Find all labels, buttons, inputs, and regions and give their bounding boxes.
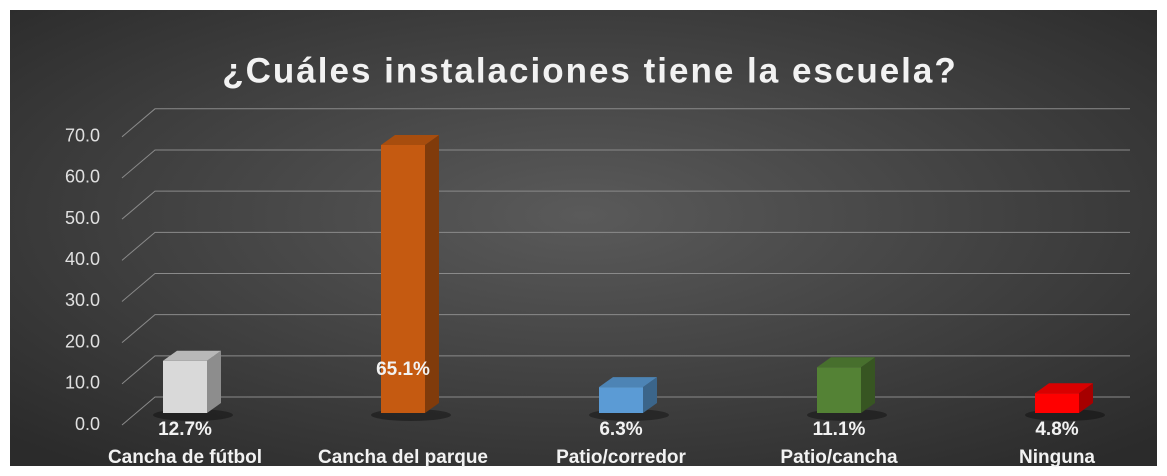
data-label: 65.1%: [376, 359, 430, 380]
y-tick-label: 20.0: [65, 331, 100, 351]
bar-side: [643, 377, 657, 413]
bar-top: [163, 350, 221, 361]
data-label: 12.7%: [158, 419, 212, 440]
bar-top: [817, 357, 875, 368]
bar-top: [599, 377, 657, 388]
x-tick-label: Patio/corredor: [556, 447, 686, 468]
grid-line: [121, 108, 1130, 138]
bar-side: [1079, 383, 1093, 413]
bar-front: [817, 367, 861, 413]
bar-top: [1035, 383, 1093, 394]
bar-top: [381, 134, 439, 145]
grid-line: [121, 231, 1130, 261]
bar: [599, 377, 657, 413]
data-label: 11.1%: [813, 419, 866, 440]
x-tick-label: Patio/cancha: [780, 447, 898, 468]
bar-side: [425, 134, 439, 413]
y-tick-label: 30.0: [65, 290, 100, 310]
y-tick-label: 70.0: [65, 126, 100, 146]
bar: [163, 350, 221, 413]
grid-line: [121, 355, 1130, 385]
y-tick-label: 10.0: [65, 373, 100, 393]
bar: [381, 134, 439, 413]
y-tick-label: 50.0: [65, 208, 100, 228]
x-tick-label: Cancha del parque: [318, 447, 488, 468]
y-tick-label: 40.0: [65, 249, 100, 269]
bar: [817, 357, 875, 413]
bar-front: [599, 387, 643, 413]
bar-front: [1035, 393, 1079, 413]
grid-line: [121, 149, 1130, 179]
bar-front: [163, 360, 207, 413]
x-tick-label: Ninguna: [1019, 447, 1095, 468]
grid-line: [121, 272, 1130, 302]
data-label: 4.8%: [1035, 419, 1078, 440]
x-tick-label: Cancha de fútbol: [108, 447, 262, 468]
grid-line: [121, 314, 1130, 344]
grid-line: [121, 396, 1130, 426]
grid-line: [121, 190, 1130, 220]
bar-side: [207, 350, 221, 413]
bar: [1035, 383, 1093, 413]
chart-title: ¿Cuáles instalaciones tiene la escuela?: [222, 51, 958, 90]
bar-side: [861, 357, 875, 413]
y-tick-label: 0.0: [75, 414, 100, 434]
y-tick-label: 60.0: [65, 167, 100, 187]
data-label: 6.3%: [599, 419, 642, 440]
bar-front: [381, 144, 425, 413]
